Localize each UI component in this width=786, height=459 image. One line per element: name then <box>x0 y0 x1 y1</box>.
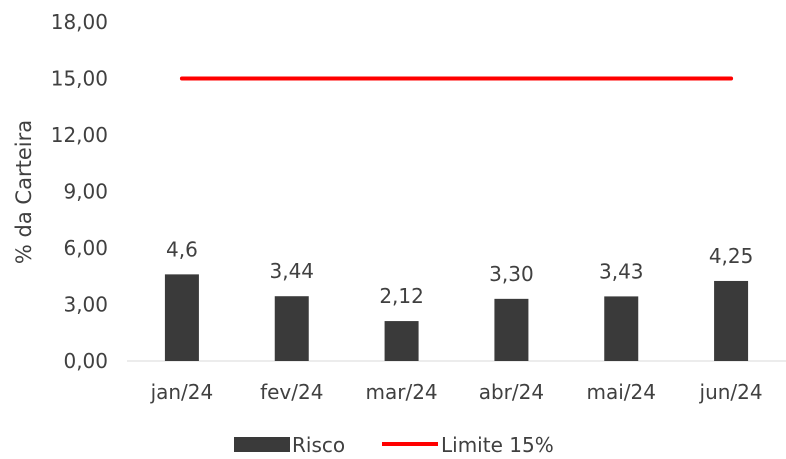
legend-label-limite: Limite 15% <box>441 433 554 455</box>
y-tick-label: 18,00 <box>51 10 108 34</box>
data-label: 4,6 <box>166 237 198 261</box>
y-tick-label: 6,00 <box>63 236 108 260</box>
x-tick-label: mar/24 <box>366 380 438 404</box>
bar-series <box>164 274 749 361</box>
data-label: 3,43 <box>599 259 644 283</box>
bar <box>164 274 199 361</box>
y-axis-ticks: 0,00 3,00 6,00 9,00 12,00 15,00 18,00 <box>51 10 108 373</box>
x-tick-label: jun/24 <box>699 380 763 404</box>
x-tick-label: abr/24 <box>479 380 544 404</box>
data-label: 3,44 <box>269 259 314 283</box>
bar <box>384 321 419 361</box>
y-tick-label: 12,00 <box>51 123 108 147</box>
y-tick-label: 15,00 <box>51 67 108 91</box>
y-axis-label: % da Carteira <box>12 120 36 264</box>
legend: Risco Limite 15% <box>234 433 554 457</box>
data-label: 4,25 <box>709 244 754 268</box>
legend-label-risco: Risco <box>292 433 345 455</box>
bar <box>494 298 529 361</box>
y-tick-label: 0,00 <box>63 349 108 373</box>
data-label: 2,12 <box>379 284 424 308</box>
x-tick-label: mai/24 <box>587 380 656 404</box>
data-labels: 4,6 3,44 2,12 3,30 3,43 4,25 <box>166 237 753 308</box>
x-tick-label: fev/24 <box>260 380 323 404</box>
bar <box>604 296 639 361</box>
x-axis-ticks: jan/24 fev/24 mar/24 abr/24 mai/24 jun/24 <box>150 380 763 404</box>
y-tick-label: 3,00 <box>63 293 108 317</box>
bar <box>714 280 749 361</box>
x-tick-label: jan/24 <box>150 380 214 404</box>
bar <box>274 296 309 361</box>
data-label: 3,30 <box>489 262 534 286</box>
y-tick-label: 9,00 <box>63 180 108 204</box>
legend-swatch-risco <box>234 437 290 452</box>
